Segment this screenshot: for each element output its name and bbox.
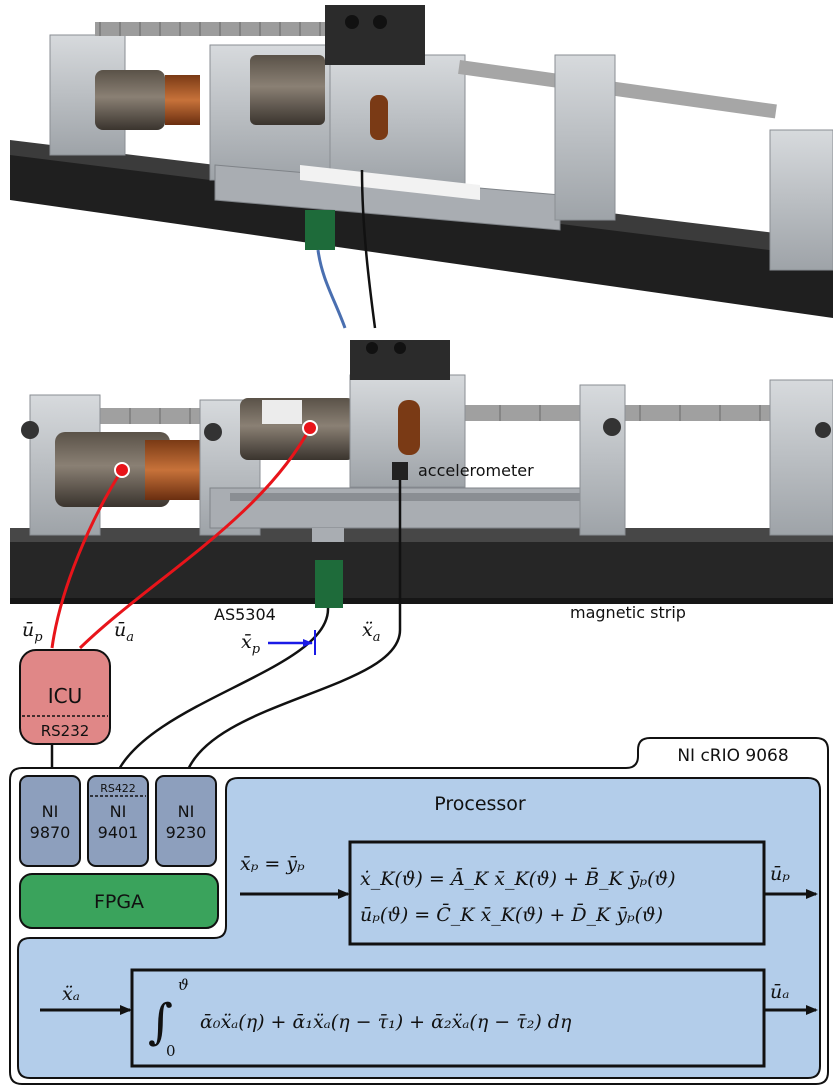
integral-upper: ϑ <box>178 976 189 994</box>
svg-text:NI: NI <box>178 802 195 821</box>
controller-output-label: ūₚ <box>770 863 790 885</box>
module-9230: NI 9230 <box>155 775 217 867</box>
svg-text:RS422: RS422 <box>100 782 136 795</box>
wire-accel <box>184 629 402 776</box>
module-9870: NI 9870 <box>19 775 81 867</box>
spring-right-bottom <box>460 405 800 421</box>
rail-bottom <box>10 540 833 598</box>
integrand: ᾱ₀ẍₐ(η) + ᾱ₁ẍₐ(η − τ̄₁) + ᾱ₂ẍₐ(η − τ̄₂) … <box>200 1011 572 1033</box>
top-photo <box>10 5 833 329</box>
spring-left <box>95 22 335 36</box>
ua-label: ūa <box>114 619 134 645</box>
wire-up <box>50 469 124 649</box>
svg-text:9401: 9401 <box>98 823 139 842</box>
magnetic-strip-label: magnetic strip <box>570 603 686 622</box>
svg-text:NI: NI <box>42 802 59 821</box>
sensor-label: AS5304 <box>214 605 276 624</box>
integrator-block: ẍₐ ∫ ϑ 0 ᾱ₀ẍₐ(η) + ᾱ₁ẍₐ(η − τ̄₁) + ᾱ₂ẍₐ(… <box>40 968 818 1068</box>
right-end-block <box>769 129 833 271</box>
mass-stack <box>325 5 425 65</box>
processor-title: Processor <box>434 793 526 815</box>
integrator-output-label: ūₐ <box>770 981 789 1003</box>
sensor-board <box>315 560 343 608</box>
spring-right <box>458 60 777 119</box>
accelerometer-body <box>392 462 408 480</box>
wire-ua <box>78 427 312 650</box>
wires <box>50 420 402 776</box>
actuator-left-bottom <box>55 432 170 507</box>
bottom-photo <box>10 340 833 630</box>
controller-block: x̄ₚ = ȳₚ ẋ_K(ϑ) = Ā_K x̄_K(ϑ) + B̄_K ȳₚ(… <box>240 840 818 946</box>
svg-text:9230: 9230 <box>166 823 207 842</box>
accelerometer-label: accelerometer <box>418 461 534 480</box>
sensor-board-top <box>305 210 335 250</box>
svg-text:NI: NI <box>110 802 127 821</box>
up-label: ūp <box>22 619 43 645</box>
icu-box: ICU RS232 <box>19 649 111 745</box>
fpga-box: FPGA <box>19 873 219 929</box>
svg-text:9870: 9870 <box>30 823 71 842</box>
output-equation: ūₚ(ϑ) = C̄_K x̄_K(ϑ) + D̄_K ȳₚ(ϑ) <box>360 903 663 926</box>
actuator-left <box>95 70 165 130</box>
integrator-input-label: ẍₐ <box>62 983 80 1005</box>
state-equation: ẋ_K(ϑ) = Ā_K x̄_K(ϑ) + B̄_K ȳₚ(ϑ) <box>360 867 676 890</box>
integral-sign: ∫ <box>148 994 173 1050</box>
icu-port: RS232 <box>41 722 90 740</box>
xp-label: x̄p <box>241 631 261 657</box>
module-9401: RS422 NI 9401 <box>87 775 149 867</box>
crio-title: NI cRIO 9068 <box>677 746 788 766</box>
xa-label: ẍa <box>362 619 380 645</box>
controller-input-label: x̄ₚ = ȳₚ <box>240 853 305 875</box>
icu-title: ICU <box>48 684 83 708</box>
integral-lower: 0 <box>166 1042 176 1060</box>
wire-sensor <box>114 607 330 776</box>
moving-mass <box>329 54 466 186</box>
actuator-right <box>250 55 325 125</box>
svg-text:FPGA: FPGA <box>94 891 144 913</box>
